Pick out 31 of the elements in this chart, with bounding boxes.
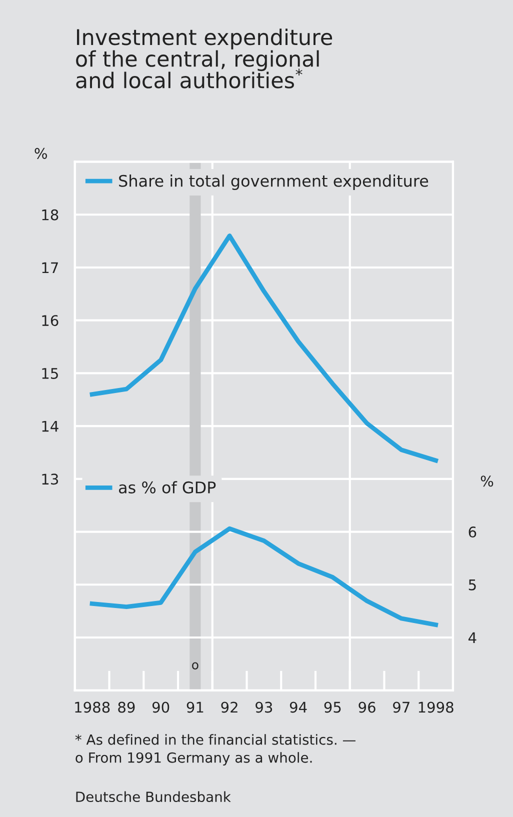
x-tick-label: 93: [256, 702, 272, 713]
y2-tick-label: 6: [468, 526, 476, 538]
x-tick-label: 94: [290, 702, 307, 713]
x-tick-label: 1988: [75, 702, 110, 713]
y2-tick-label: 4: [468, 632, 476, 644]
text: Deutsche Bundesbank: [76, 791, 231, 802]
legend-label: Share in total government expenditure: [119, 174, 428, 190]
x-tick-label: 90: [152, 702, 170, 713]
x-tick-label: 91: [186, 702, 204, 713]
line-series: [90, 234, 438, 463]
y-tick-label: 17: [42, 262, 58, 274]
x-tick-label: 97: [393, 702, 410, 713]
y-tick-label: 16: [42, 315, 58, 326]
y-axis-title: %: [34, 148, 47, 159]
y-tick-label: 15: [42, 368, 58, 379]
y-tick-label: 13: [42, 474, 58, 485]
y-tick-label: 14: [42, 420, 58, 432]
x-tick-label: 1998: [418, 702, 454, 713]
x-tick-label: 96: [358, 702, 376, 713]
line-series: [90, 526, 438, 628]
y2-axis-title: %: [480, 476, 494, 487]
chart-title: Investment expenditure of the central, regional and local authorities$^{*}$: [76, 28, 332, 88]
y-tick-label: 18: [42, 209, 58, 220]
x-tick-label: 89: [118, 702, 135, 713]
text: o From 1991 Germany as a whole.: [76, 752, 312, 766]
x-tick-label: 95: [324, 702, 341, 713]
y2-tick-label: 5: [468, 580, 476, 590]
ref-line-label: o: [192, 662, 198, 670]
legend-label: as % of GDP: [118, 481, 216, 494]
x-tick-label: 92: [221, 702, 238, 713]
text: * As defined in the financial statistics. —: [75, 734, 356, 745]
